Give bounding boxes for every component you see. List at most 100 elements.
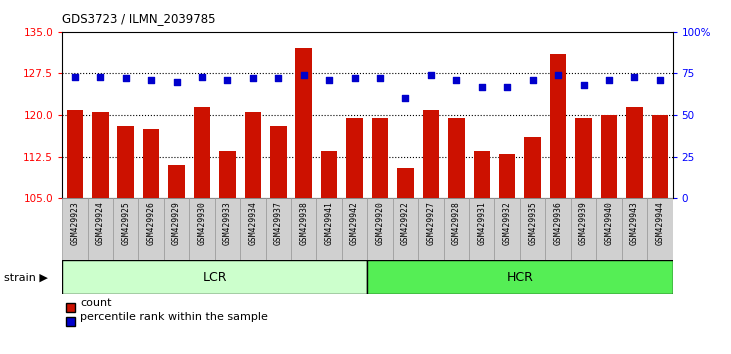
Point [171, 79, 183, 85]
Bar [291, 198, 317, 260]
Point [425, 72, 436, 78]
Bar [499, 154, 515, 198]
Bar [62, 260, 367, 294]
Bar [469, 198, 494, 260]
Bar [295, 48, 312, 198]
Bar [164, 198, 189, 260]
Bar [265, 198, 291, 260]
Text: GSM429935: GSM429935 [528, 201, 537, 245]
Text: GSM429940: GSM429940 [605, 201, 613, 245]
Point [273, 76, 284, 81]
Text: GSM429941: GSM429941 [325, 201, 333, 245]
Point [374, 76, 386, 81]
Text: GSM429938: GSM429938 [299, 201, 308, 245]
Bar [270, 126, 287, 198]
Text: GSM429929: GSM429929 [172, 201, 181, 245]
Text: percentile rank within the sample: percentile rank within the sample [80, 312, 268, 322]
Text: GSM429920: GSM429920 [376, 201, 385, 245]
Point [527, 77, 539, 83]
Bar [67, 109, 83, 198]
Text: GSM429944: GSM429944 [655, 201, 664, 245]
Text: GSM429927: GSM429927 [426, 201, 436, 245]
Point [629, 74, 640, 80]
Text: strain ▶: strain ▶ [4, 273, 48, 283]
Bar [346, 118, 363, 198]
Point [145, 77, 157, 83]
Bar [143, 129, 159, 198]
Text: GSM429923: GSM429923 [70, 201, 80, 245]
Bar [317, 198, 342, 260]
Bar [321, 151, 338, 198]
Point [476, 84, 488, 90]
Point [69, 74, 80, 80]
Point [196, 74, 208, 80]
Bar [168, 165, 185, 198]
Bar [189, 198, 215, 260]
Text: GSM429943: GSM429943 [630, 201, 639, 245]
Bar [575, 118, 592, 198]
Text: GSM429936: GSM429936 [553, 201, 563, 245]
Bar [113, 198, 138, 260]
Text: GSM429922: GSM429922 [401, 201, 410, 245]
Bar [423, 109, 439, 198]
Bar [367, 260, 673, 294]
Point [94, 74, 106, 80]
Bar [550, 54, 567, 198]
Bar [601, 115, 617, 198]
Text: GSM429933: GSM429933 [223, 201, 232, 245]
Point [247, 76, 259, 81]
Text: GDS3723 / ILMN_2039785: GDS3723 / ILMN_2039785 [62, 12, 216, 25]
Bar [219, 151, 235, 198]
Bar [545, 198, 571, 260]
Bar [494, 198, 520, 260]
Bar [215, 198, 240, 260]
Text: GSM429926: GSM429926 [147, 201, 156, 245]
Bar [647, 198, 673, 260]
Point [577, 82, 589, 88]
Text: GSM429937: GSM429937 [274, 201, 283, 245]
Bar [621, 198, 647, 260]
Point [349, 76, 360, 81]
Point [501, 84, 513, 90]
Point [298, 72, 310, 78]
Bar [138, 198, 164, 260]
Point [450, 77, 462, 83]
Bar [240, 198, 265, 260]
Bar [118, 126, 134, 198]
Bar [194, 107, 211, 198]
Bar [626, 107, 643, 198]
Bar [342, 198, 367, 260]
Point [603, 77, 615, 83]
Bar [397, 168, 414, 198]
Text: GSM429930: GSM429930 [197, 201, 207, 245]
Bar [520, 198, 545, 260]
Point [221, 77, 233, 83]
Text: GSM429931: GSM429931 [477, 201, 486, 245]
Bar [474, 151, 490, 198]
Text: GSM429928: GSM429928 [452, 201, 461, 245]
Point [323, 77, 335, 83]
Bar [596, 198, 621, 260]
Text: count: count [80, 298, 112, 308]
Point [552, 72, 564, 78]
Point [120, 76, 132, 81]
Text: HCR: HCR [507, 270, 534, 284]
Text: GSM429939: GSM429939 [579, 201, 588, 245]
Bar [372, 118, 388, 198]
Bar [448, 118, 465, 198]
Bar [524, 137, 541, 198]
Point [400, 96, 412, 101]
Text: GSM429934: GSM429934 [249, 201, 257, 245]
Text: GSM429924: GSM429924 [96, 201, 105, 245]
Point [654, 77, 666, 83]
Bar [651, 115, 668, 198]
Text: GSM429925: GSM429925 [121, 201, 130, 245]
Bar [367, 198, 393, 260]
Bar [62, 198, 88, 260]
Text: GSM429932: GSM429932 [503, 201, 512, 245]
Bar [571, 198, 596, 260]
Text: GSM429942: GSM429942 [350, 201, 359, 245]
Bar [393, 198, 418, 260]
Bar [245, 112, 261, 198]
Bar [88, 198, 113, 260]
